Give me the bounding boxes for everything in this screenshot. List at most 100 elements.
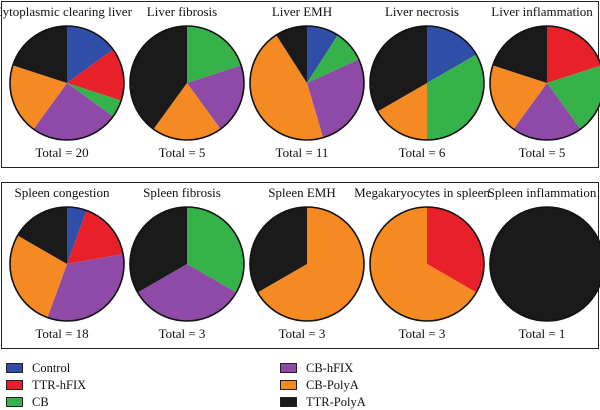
pie-total-label: Total = 5 <box>518 145 566 160</box>
legend-label: Control <box>32 360 71 375</box>
pie-slice-ttr-polya <box>130 207 187 293</box>
legend-item-cb-polya: CB-PolyA <box>280 377 359 393</box>
pie-chart-liver-necrosis: Liver necrosis Total = 6 <box>364 2 485 167</box>
pie-slice-cb-hfix <box>307 59 364 138</box>
pie-slice-cb-polya <box>10 65 67 130</box>
pie-total-label: Total = 18 <box>35 326 89 341</box>
pie-title: Spleen fibrosis <box>143 185 221 200</box>
legend-swatch <box>6 380 23 390</box>
pie-chart-spleen-inflammation: Spleen inflammation Total = 1 <box>484 183 600 348</box>
pie-svg <box>129 25 245 141</box>
pie-chart-liver-inflammation: Liver inflammation Total = 5 <box>484 2 600 167</box>
legend-swatch <box>6 397 23 407</box>
pie-slice-cb-hfix <box>513 83 581 140</box>
pie-title: Liver inflammation <box>491 4 593 19</box>
pie-chart-liver-emh: Liver EMH Total = 11 <box>244 2 365 167</box>
pie-total-label: Total = 6 <box>398 145 446 160</box>
pie-slice-ttr-hfix <box>67 210 124 264</box>
pie-outline <box>489 25 600 141</box>
pie-chart-megakaryocytes-in-spleen: Megakaryocytes in spleen Total = 3 <box>354 183 490 348</box>
pie-slice-ttr-polya <box>130 26 187 130</box>
pie-total-label: Total = 3 <box>398 326 446 341</box>
pie-title: Liver fibrosis <box>146 4 218 19</box>
pie-slice-cb <box>187 26 242 83</box>
pie-chart-cytoplasmic-clearing-liver: Cytoplasmic clearing liver Total = 20 <box>0 2 132 167</box>
pie-slice-cb-polya <box>10 235 67 318</box>
pie-svg <box>369 206 485 322</box>
pie-svg <box>129 206 245 322</box>
legend-label: TTR-hFIX <box>32 377 87 392</box>
pie-slice-cb <box>67 83 122 117</box>
pie-total-label: Total = 5 <box>158 145 206 160</box>
pie-outline <box>129 206 245 322</box>
pie-slice-ttr-polya <box>12 26 67 83</box>
pie-svg <box>9 206 125 322</box>
pie-slice-control <box>67 207 87 264</box>
pie-slice-control <box>67 26 114 83</box>
pie-slice-control <box>307 26 338 83</box>
pie-chart-spleen-fibrosis: Spleen fibrosis Total = 3 <box>124 183 245 348</box>
pie-outline <box>249 25 365 141</box>
pie-outline <box>9 206 125 322</box>
pie-slice-cb <box>427 54 484 140</box>
pie-outline <box>489 206 600 322</box>
pie-slice-cb-polya <box>257 207 364 321</box>
pie-title: Liver necrosis <box>384 4 459 19</box>
legend-label: CB-hFIX <box>306 360 354 375</box>
pie-slice-cb-hfix <box>187 65 244 130</box>
pie-slice-ttr-polya <box>276 26 307 83</box>
pie-svg <box>249 25 365 141</box>
pie-slice-ttr-hfix <box>547 26 600 83</box>
pie-total-label: Total = 3 <box>278 326 326 341</box>
pie-svg <box>249 206 365 322</box>
pie-slice-cb <box>307 35 359 83</box>
pie-title: Spleen inflammation <box>487 185 597 200</box>
pie-slice-cb-hfix <box>47 254 124 321</box>
pie-svg <box>9 25 125 141</box>
legend-item-ttr-polya: TTR-PolyA <box>280 394 366 410</box>
pie-title: Spleen EMH <box>268 185 336 200</box>
pie-chart-spleen-emh: Spleen EMH Total = 3 <box>244 183 365 348</box>
legend: Control TTR-hFIX CB CB-hFIX CB-PolyA TTR… <box>0 360 600 409</box>
pie-total-label: Total = 1 <box>518 326 566 341</box>
legend-label: TTR-PolyA <box>306 394 366 409</box>
legend-item-cb-hfix: CB-hFIX <box>280 360 353 376</box>
spleen-panel: Spleen congestion Total = 18 Spleen fibros… <box>1 182 600 349</box>
legend-label: CB <box>32 394 49 409</box>
pie-svg <box>489 206 600 322</box>
pie-chart-liver-fibrosis: Liver fibrosis Total = 5 <box>124 2 245 167</box>
pie-svg <box>369 25 485 141</box>
pie-title: Liver EMH <box>271 4 333 19</box>
pie-total-label: Total = 20 <box>35 145 89 160</box>
pie-slice-cb-polya <box>370 207 477 321</box>
pie-slice-cb-polya <box>249 35 324 141</box>
legend-swatch <box>280 397 297 407</box>
pie-outline <box>9 25 125 141</box>
legend-label: CB-PolyA <box>306 377 359 392</box>
pie-slice-cb-hfix <box>33 83 114 140</box>
pie-title: Spleen congestion <box>14 185 110 200</box>
legend-item-cb: CB <box>6 394 49 410</box>
legend-swatch <box>280 380 297 390</box>
pie-slice-ttr-polya <box>250 207 307 293</box>
pie-chart-spleen-congestion: Spleen congestion Total = 18 <box>4 183 125 348</box>
pie-slice-ttr-hfix <box>427 207 484 293</box>
pie-slice-cb-polya <box>490 65 547 130</box>
pie-outline <box>249 206 365 322</box>
pie-slice-ttr-polya <box>490 207 600 321</box>
pie-svg <box>489 25 600 141</box>
legend-item-control: Control <box>6 360 70 376</box>
pie-slice-cb <box>547 65 600 130</box>
legend-swatch <box>280 363 297 373</box>
pie-slice-cb <box>187 207 244 293</box>
pie-total-label: Total = 3 <box>158 326 206 341</box>
pie-outline <box>129 25 245 141</box>
pie-slice-cb-polya <box>153 83 221 140</box>
pie-title: Megakaryocytes in spleen <box>354 185 490 200</box>
pie-total-label: Total = 11 <box>275 145 329 160</box>
legend-swatch <box>6 363 23 373</box>
liver-panel: Cytoplasmic clearing liver Total = 20 Live… <box>0 1 600 168</box>
pie-slice-ttr-hfix <box>67 49 124 101</box>
pie-slice-ttr-polya <box>492 26 547 83</box>
pie-outline <box>369 25 485 141</box>
